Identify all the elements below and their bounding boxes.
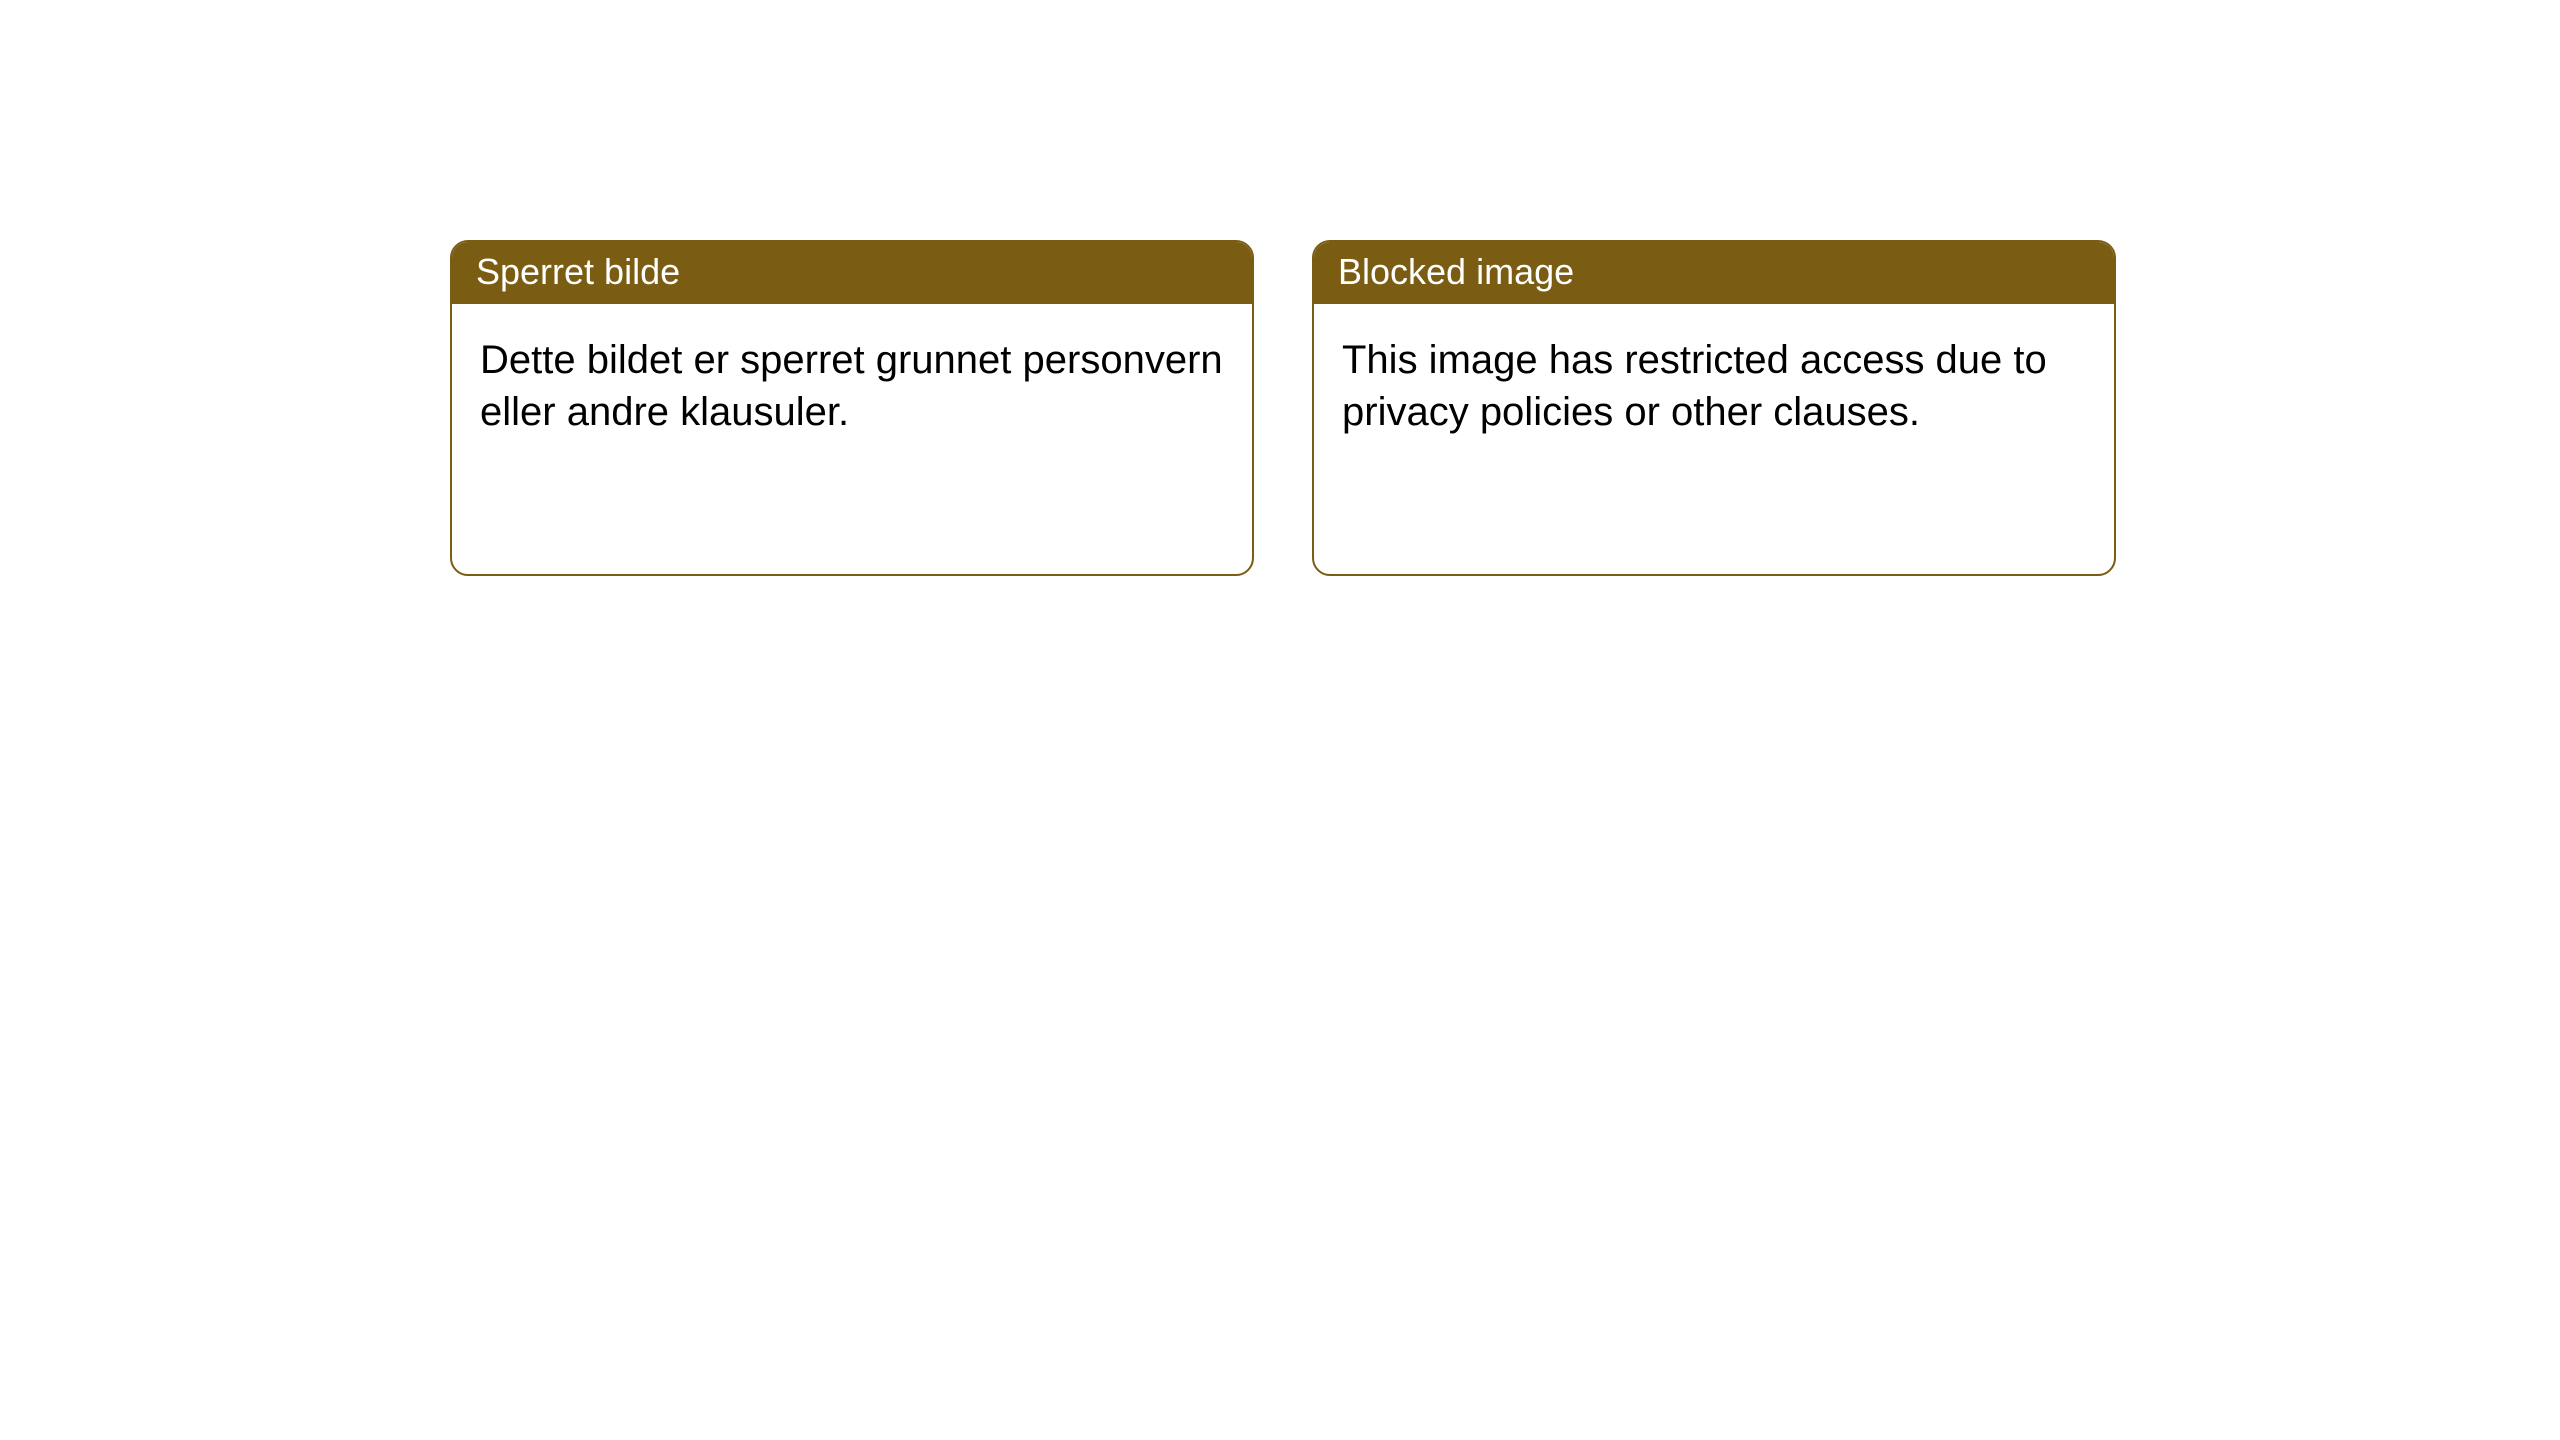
card-header-en: Blocked image: [1314, 242, 2114, 304]
blocked-image-cards-row: Sperret bilde Dette bildet er sperret gr…: [450, 240, 2116, 576]
blocked-image-card-en: Blocked image This image has restricted …: [1312, 240, 2116, 576]
card-body-en: This image has restricted access due to …: [1314, 304, 2114, 458]
card-header-nb: Sperret bilde: [452, 242, 1252, 304]
card-body-nb: Dette bildet er sperret grunnet personve…: [452, 304, 1252, 458]
blocked-image-card-nb: Sperret bilde Dette bildet er sperret gr…: [450, 240, 1254, 576]
